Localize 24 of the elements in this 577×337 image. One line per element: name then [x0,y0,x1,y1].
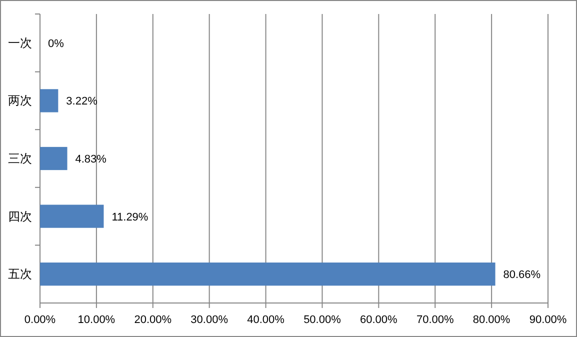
y-tick-label: 两次 [8,94,32,108]
x-tick-label: 60.00% [360,314,398,326]
bar [40,146,68,170]
data-label: 0% [48,38,64,50]
data-label: 3.22% [66,96,98,108]
x-tick-label: 90.00% [529,314,567,326]
data-label: 80.66% [503,269,541,282]
bar [40,204,104,228]
x-tick-label: 80.00% [472,314,510,326]
y-tick-label: 三次 [8,152,32,166]
x-tick-label: 70.00% [416,314,454,326]
x-tick-label: 0.00% [24,314,56,326]
x-tick-label: 10.00% [78,314,116,326]
x-tick-label: 30.00% [190,314,228,326]
y-tick-label: 四次 [8,209,32,224]
x-tick-label: 50.00% [304,314,342,326]
y-tick-label: 五次 [8,267,32,282]
bar [40,262,496,286]
bar [40,89,58,112]
data-label: 11.29% [112,211,148,224]
y-tick-label: 一次 [8,36,32,50]
x-tick-label: 20.00% [134,314,172,326]
data-label: 4.83% [75,154,107,166]
x-tick-label: 40.00% [247,314,285,326]
